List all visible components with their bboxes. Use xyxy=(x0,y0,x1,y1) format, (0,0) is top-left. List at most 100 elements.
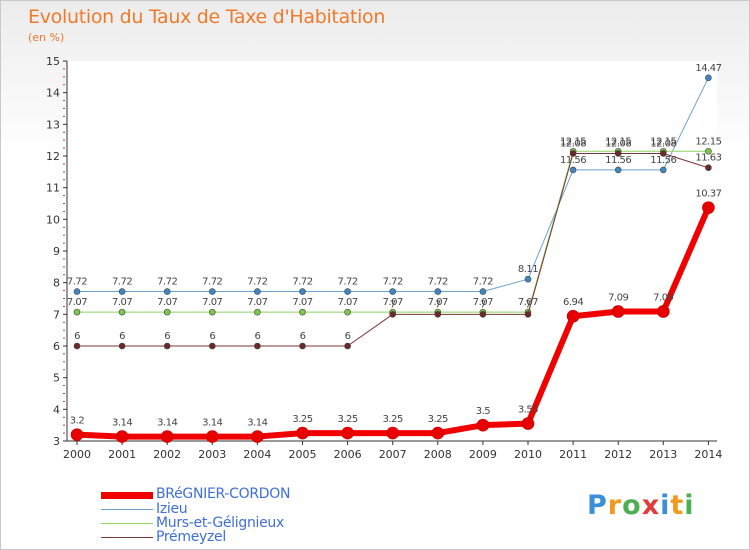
data-point xyxy=(434,311,442,318)
data-label: 14.47 xyxy=(695,63,721,74)
y-tick-label: 6 xyxy=(53,340,60,353)
data-label: 3.25 xyxy=(337,414,357,425)
data-point xyxy=(118,288,126,295)
data-point xyxy=(209,342,216,350)
data-point xyxy=(118,308,126,316)
x-tick-label: 2006 xyxy=(334,448,362,461)
data-point xyxy=(209,308,216,316)
data-label: 7.07 xyxy=(247,297,267,308)
y-tick-label: 7 xyxy=(53,308,60,321)
y-tick-label: 12 xyxy=(46,150,60,163)
logo-letter: i xyxy=(660,490,671,521)
x-tick-label: 2011 xyxy=(559,448,587,461)
data-point xyxy=(73,308,81,316)
data-label: 12.15 xyxy=(605,136,631,147)
legend-swatch xyxy=(101,509,153,510)
data-label: 7.07 xyxy=(292,297,312,308)
data-label: 6 xyxy=(119,331,125,342)
data-label: 7.07 xyxy=(383,297,403,308)
data-label: 7.72 xyxy=(67,277,87,288)
data-label: 12.08 xyxy=(605,138,631,149)
proxiti-logo: Proxiti xyxy=(587,490,695,521)
y-tick-label: 8 xyxy=(53,277,60,290)
logo-letter: t xyxy=(670,490,685,521)
data-point xyxy=(431,426,445,440)
data-label: 12.15 xyxy=(560,136,586,147)
x-tick-label: 2013 xyxy=(649,448,677,461)
data-point xyxy=(344,288,351,295)
data-point xyxy=(341,426,354,440)
data-label: 3.14 xyxy=(157,418,177,429)
data-point xyxy=(569,166,577,174)
data-label: 7.07 xyxy=(157,297,177,308)
data-label: 12.08 xyxy=(650,138,676,149)
y-tick-label: 9 xyxy=(53,245,60,258)
data-point xyxy=(656,305,670,318)
data-label: 6.94 xyxy=(563,297,583,308)
x-tick-label: 2003 xyxy=(198,448,226,461)
data-label: 7.72 xyxy=(337,277,357,288)
data-point xyxy=(251,430,264,443)
y-tick-label: 4 xyxy=(53,403,60,416)
data-point xyxy=(479,288,487,295)
data-point xyxy=(705,147,712,155)
data-label: 7.72 xyxy=(247,277,267,288)
y-tick-label: 3 xyxy=(53,435,60,448)
data-point xyxy=(479,311,487,318)
data-point xyxy=(115,430,129,443)
y-tick-label: 5 xyxy=(53,372,60,385)
data-label: 7.07 xyxy=(67,297,87,308)
data-label: 8.11 xyxy=(518,264,538,275)
data-point xyxy=(254,288,261,295)
data-label: 3.14 xyxy=(247,418,267,429)
data-point xyxy=(160,430,174,443)
data-point xyxy=(614,150,622,157)
data-label: 11.63 xyxy=(695,153,721,164)
data-point xyxy=(299,288,306,295)
data-label: 6 xyxy=(209,331,215,342)
x-tick-label: 2001 xyxy=(108,448,136,461)
data-label: 7.72 xyxy=(428,277,448,288)
data-point xyxy=(524,311,532,318)
data-label: 3.14 xyxy=(112,418,132,429)
data-point xyxy=(702,201,715,214)
x-tick-label: 2010 xyxy=(514,448,542,461)
data-point xyxy=(705,74,712,82)
plot-area xyxy=(67,61,717,441)
x-tick-label: 2000 xyxy=(63,448,91,461)
data-label: 12.15 xyxy=(650,136,676,147)
y-tick-label: 15 xyxy=(46,55,60,68)
x-tick-label: 2008 xyxy=(424,448,452,461)
data-point xyxy=(344,342,351,350)
legend-swatch xyxy=(101,523,153,524)
data-point xyxy=(73,342,81,350)
data-point xyxy=(386,426,400,440)
x-tick-label: 2014 xyxy=(694,448,722,461)
logo-letter: r xyxy=(607,490,623,521)
data-label: 7.09 xyxy=(608,292,628,303)
data-point xyxy=(299,342,306,350)
data-point xyxy=(566,309,580,323)
data-label: 6 xyxy=(345,331,351,342)
data-label: 7.07 xyxy=(112,297,132,308)
legend-swatch xyxy=(101,492,153,499)
data-label: 12.15 xyxy=(695,136,721,147)
data-point xyxy=(254,342,261,350)
data-point xyxy=(389,288,397,295)
data-label: 12.08 xyxy=(560,138,586,149)
data-label: 3.25 xyxy=(383,414,403,425)
chart-title: Evolution du Taux de Taxe d'Habitation xyxy=(28,6,386,28)
data-label: 7.07 xyxy=(337,297,357,308)
x-tick-label: 2009 xyxy=(469,448,497,461)
data-label: 7.72 xyxy=(112,277,132,288)
data-label: 6 xyxy=(300,331,306,342)
x-tick-label: 2004 xyxy=(243,448,271,461)
data-point xyxy=(569,150,577,157)
data-point xyxy=(705,164,712,172)
logo-letter: P xyxy=(587,490,608,521)
data-label: 7.72 xyxy=(157,277,177,288)
data-label: 3.2 xyxy=(70,416,85,427)
data-label: 6 xyxy=(164,331,170,342)
data-point xyxy=(73,288,81,295)
